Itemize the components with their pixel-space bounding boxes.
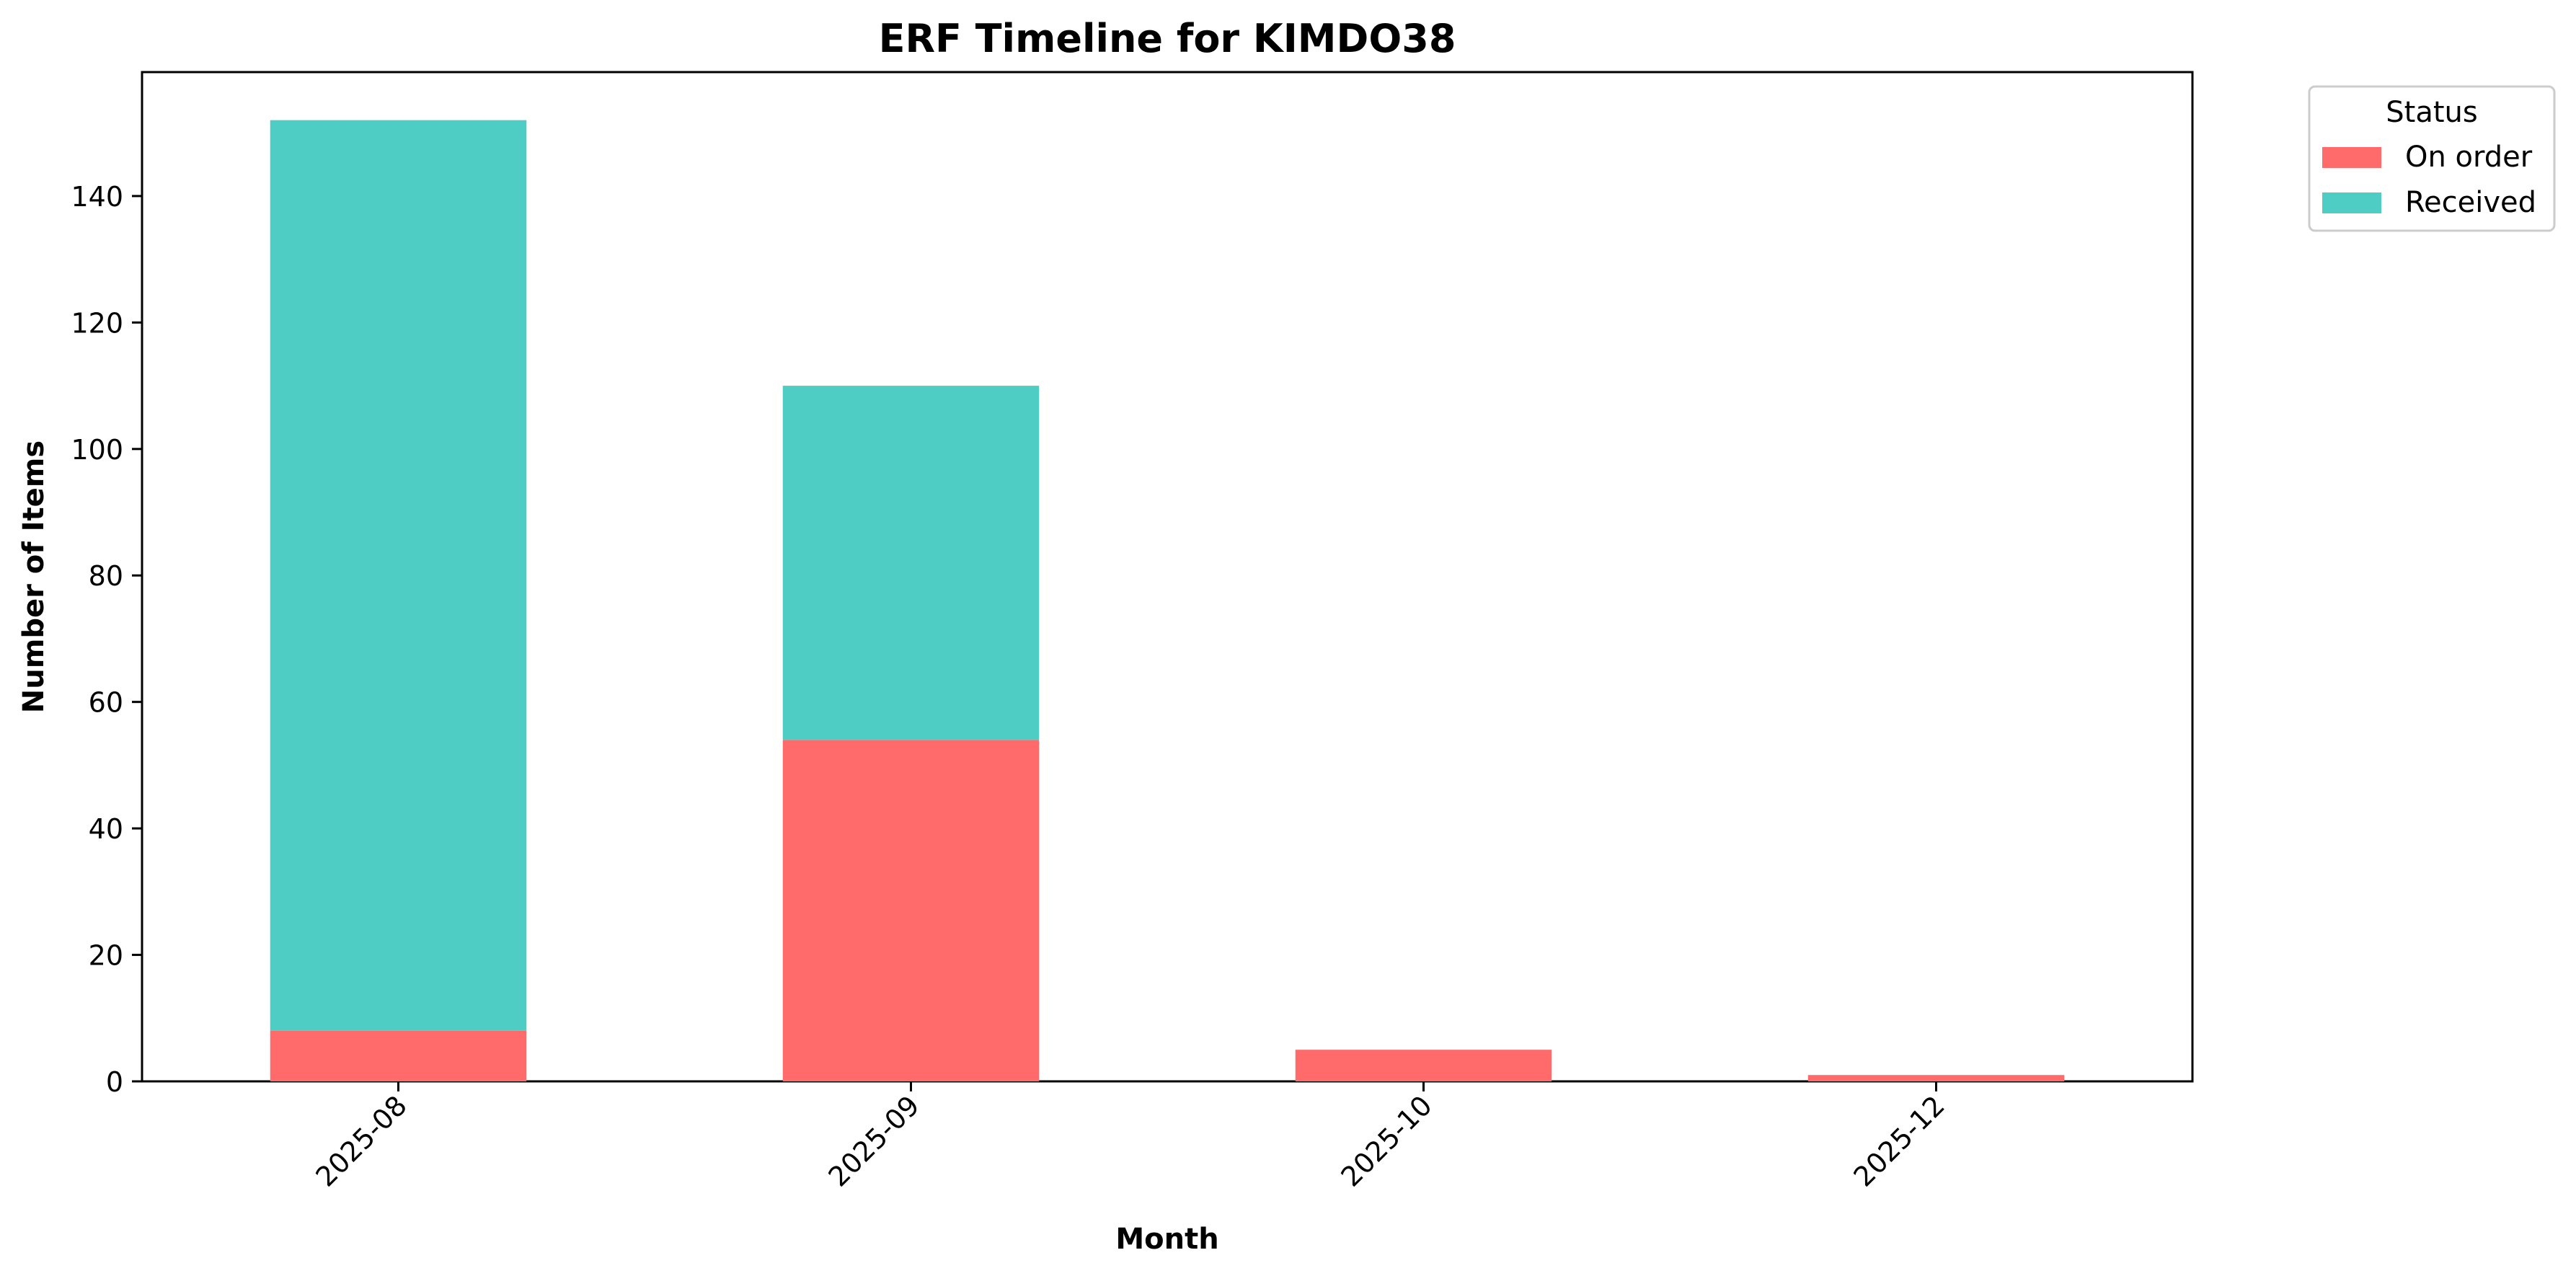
y-axis: 0 20 40 60 80 100 120 140 xyxy=(71,181,142,1098)
y-tick-label: 20 xyxy=(89,940,123,972)
x-axis: 2025-08 2025-09 2025-10 2025-12 xyxy=(309,1081,1951,1193)
legend: Status On order Received xyxy=(2308,85,2556,232)
x-tick-label: 2025-12 xyxy=(1847,1089,1950,1192)
bar-received-2025-08 xyxy=(270,120,527,1031)
y-tick-label: 140 xyxy=(71,181,123,213)
y-tick-label: 40 xyxy=(89,813,123,845)
y-tick-label: 100 xyxy=(71,434,123,466)
legend-label-received: Received xyxy=(2405,186,2536,219)
bar-on-order-2025-09 xyxy=(782,740,1040,1081)
bar-on-order-2025-08 xyxy=(270,1030,527,1081)
x-tick-label: 2025-08 xyxy=(309,1089,412,1192)
chart-title: ERF Timeline for KIMDO38 xyxy=(879,16,1456,61)
x-tick-label: 2025-10 xyxy=(1335,1089,1438,1192)
x-axis-label: Month xyxy=(1115,1223,1218,1256)
legend-title: Status xyxy=(2386,96,2477,129)
y-axis-label: Number of Items xyxy=(17,440,50,713)
y-tick-label: 80 xyxy=(89,560,123,592)
legend-swatch-received xyxy=(2322,192,2381,213)
legend-label-on-order: On order xyxy=(2405,141,2533,174)
bar-on-order-2025-12 xyxy=(1807,1075,2065,1081)
bar-group xyxy=(270,120,2065,1081)
x-tick-label: 2025-09 xyxy=(822,1089,925,1192)
plot-area xyxy=(141,71,2194,1083)
y-tick-label: 0 xyxy=(106,1066,123,1098)
legend-items: On order Received xyxy=(2322,141,2536,219)
legend-swatch-on-order xyxy=(2322,147,2381,168)
bar-on-order-2025-10 xyxy=(1295,1050,1552,1081)
y-tick-label: 60 xyxy=(89,687,123,719)
y-tick-label: 120 xyxy=(71,307,123,339)
bar-received-2025-09 xyxy=(782,386,1040,740)
